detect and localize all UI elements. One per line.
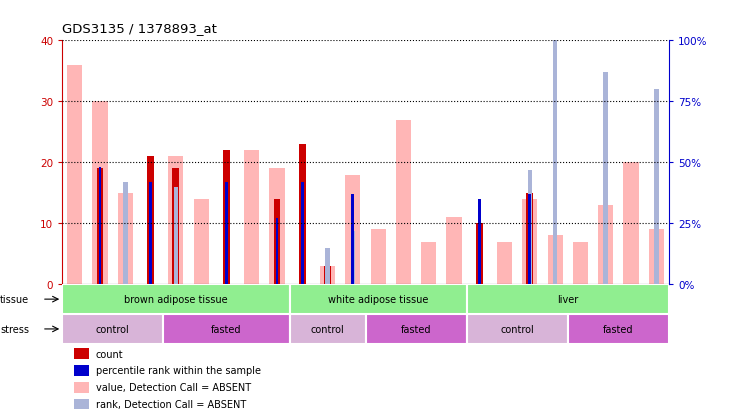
Bar (548, 236, 563, 285)
Bar (147, 157, 154, 285)
Text: value, Detection Call = ABSENT: value, Detection Call = ABSENT (96, 382, 251, 392)
Bar (526, 193, 533, 285)
Bar (62, 314, 163, 344)
Bar (62, 285, 289, 314)
Bar (194, 199, 209, 285)
Bar (173, 169, 179, 285)
Text: count: count (96, 349, 123, 359)
Bar (345, 175, 360, 285)
Text: control: control (500, 324, 534, 334)
Bar (149, 183, 152, 285)
Bar (478, 199, 480, 285)
Bar (351, 231, 355, 285)
Text: stress: stress (0, 324, 29, 334)
Text: tissue: tissue (0, 294, 29, 304)
Bar (289, 285, 466, 314)
Bar (96, 169, 104, 285)
Text: liver: liver (557, 294, 578, 304)
Text: rank, Detection Call = ABSENT: rank, Detection Call = ABSENT (96, 399, 246, 409)
Bar (320, 266, 335, 285)
Bar (529, 195, 531, 285)
Bar (648, 230, 664, 285)
Bar (75, 366, 89, 376)
Bar (75, 399, 89, 410)
Bar (371, 230, 386, 285)
Bar (568, 314, 669, 344)
Bar (497, 242, 512, 285)
Text: GDS3135 / 1378893_at: GDS3135 / 1378893_at (62, 22, 217, 35)
Bar (273, 199, 281, 285)
Bar (276, 219, 279, 285)
Bar (67, 66, 83, 285)
Bar (624, 163, 639, 285)
Bar (244, 151, 260, 285)
Bar (603, 73, 608, 285)
Bar (447, 218, 461, 285)
Bar (324, 266, 331, 285)
Bar (163, 314, 289, 344)
Bar (553, 41, 557, 285)
Bar (174, 187, 178, 285)
Bar (75, 382, 89, 393)
Bar (476, 224, 482, 285)
Bar (270, 169, 284, 285)
Bar (528, 170, 532, 285)
Bar (225, 183, 228, 285)
Bar (299, 145, 306, 285)
Text: fasted: fasted (211, 324, 242, 334)
Bar (466, 285, 669, 314)
Bar (654, 90, 659, 285)
Text: fasted: fasted (603, 324, 634, 334)
Bar (118, 193, 133, 285)
Bar (325, 248, 330, 285)
Bar (466, 314, 568, 344)
Bar (301, 183, 303, 285)
Bar (522, 199, 537, 285)
Bar (92, 102, 107, 285)
Bar (123, 183, 128, 285)
Bar (168, 157, 183, 285)
Bar (421, 242, 436, 285)
Bar (573, 242, 588, 285)
Bar (352, 195, 355, 285)
Bar (396, 120, 411, 285)
Bar (223, 151, 230, 285)
Text: brown adipose tissue: brown adipose tissue (124, 294, 228, 304)
Bar (99, 168, 102, 285)
Text: control: control (96, 324, 129, 334)
Text: fasted: fasted (401, 324, 431, 334)
Text: percentile rank within the sample: percentile rank within the sample (96, 366, 260, 375)
Bar (366, 314, 466, 344)
Bar (598, 206, 613, 285)
Text: control: control (311, 324, 344, 334)
Bar (289, 314, 366, 344)
Text: white adipose tissue: white adipose tissue (328, 294, 428, 304)
Bar (75, 349, 89, 359)
